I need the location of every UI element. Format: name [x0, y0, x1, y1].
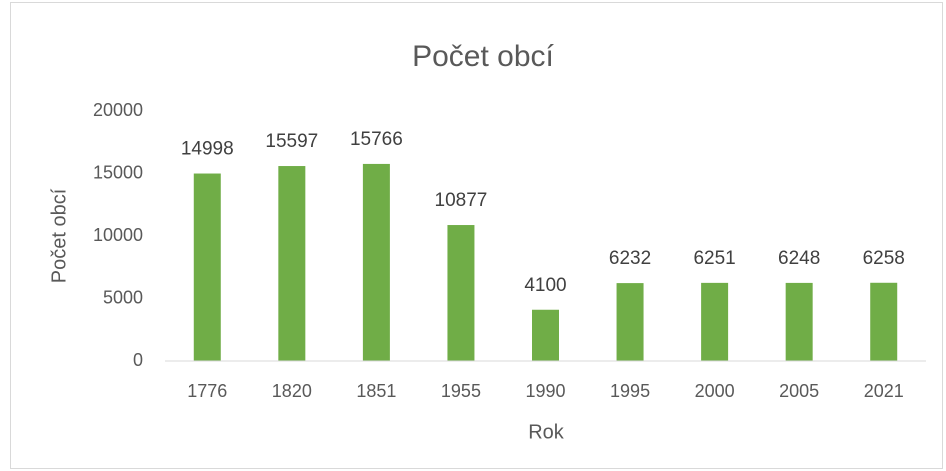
x-tick-label: 1851 [356, 381, 396, 401]
x-tick-label: 1776 [187, 381, 227, 401]
x-tick-label: 2000 [695, 381, 735, 401]
bar [193, 173, 221, 361]
data-label: 6258 [863, 248, 905, 269]
bar [362, 163, 390, 361]
data-label: 4100 [524, 275, 566, 296]
x-tick-label: 1995 [610, 381, 650, 401]
y-tick-label: 5000 [103, 287, 143, 307]
x-tick-label: 2005 [779, 381, 819, 401]
x-tick-label: 1955 [441, 381, 481, 401]
data-label: 14998 [181, 139, 234, 160]
bar [447, 225, 475, 361]
data-label: 6248 [778, 248, 820, 269]
data-label: 6232 [609, 248, 651, 269]
data-label: 15766 [350, 129, 403, 150]
x-tick-label: 2021 [864, 381, 904, 401]
chart-border [10, 2, 943, 469]
bar [278, 166, 306, 361]
y-tick-label: 0 [133, 350, 143, 370]
x-axis-label: Rok [528, 421, 565, 443]
x-tick-label: 1820 [272, 381, 312, 401]
data-label: 6251 [693, 248, 735, 269]
bar [785, 282, 813, 361]
data-label: 10877 [435, 190, 488, 211]
y-tick-label: 10000 [93, 225, 143, 245]
x-tick-label: 1990 [525, 381, 565, 401]
chart-title: Počet obcí [412, 40, 554, 73]
y-tick-label: 20000 [93, 100, 143, 120]
bar [870, 282, 898, 361]
bar [532, 309, 559, 361]
data-label: 15597 [265, 131, 318, 152]
y-tick-label: 15000 [93, 162, 143, 182]
bar [701, 282, 729, 361]
bar [616, 283, 644, 361]
y-axis-label: Počet obcí [48, 188, 70, 283]
